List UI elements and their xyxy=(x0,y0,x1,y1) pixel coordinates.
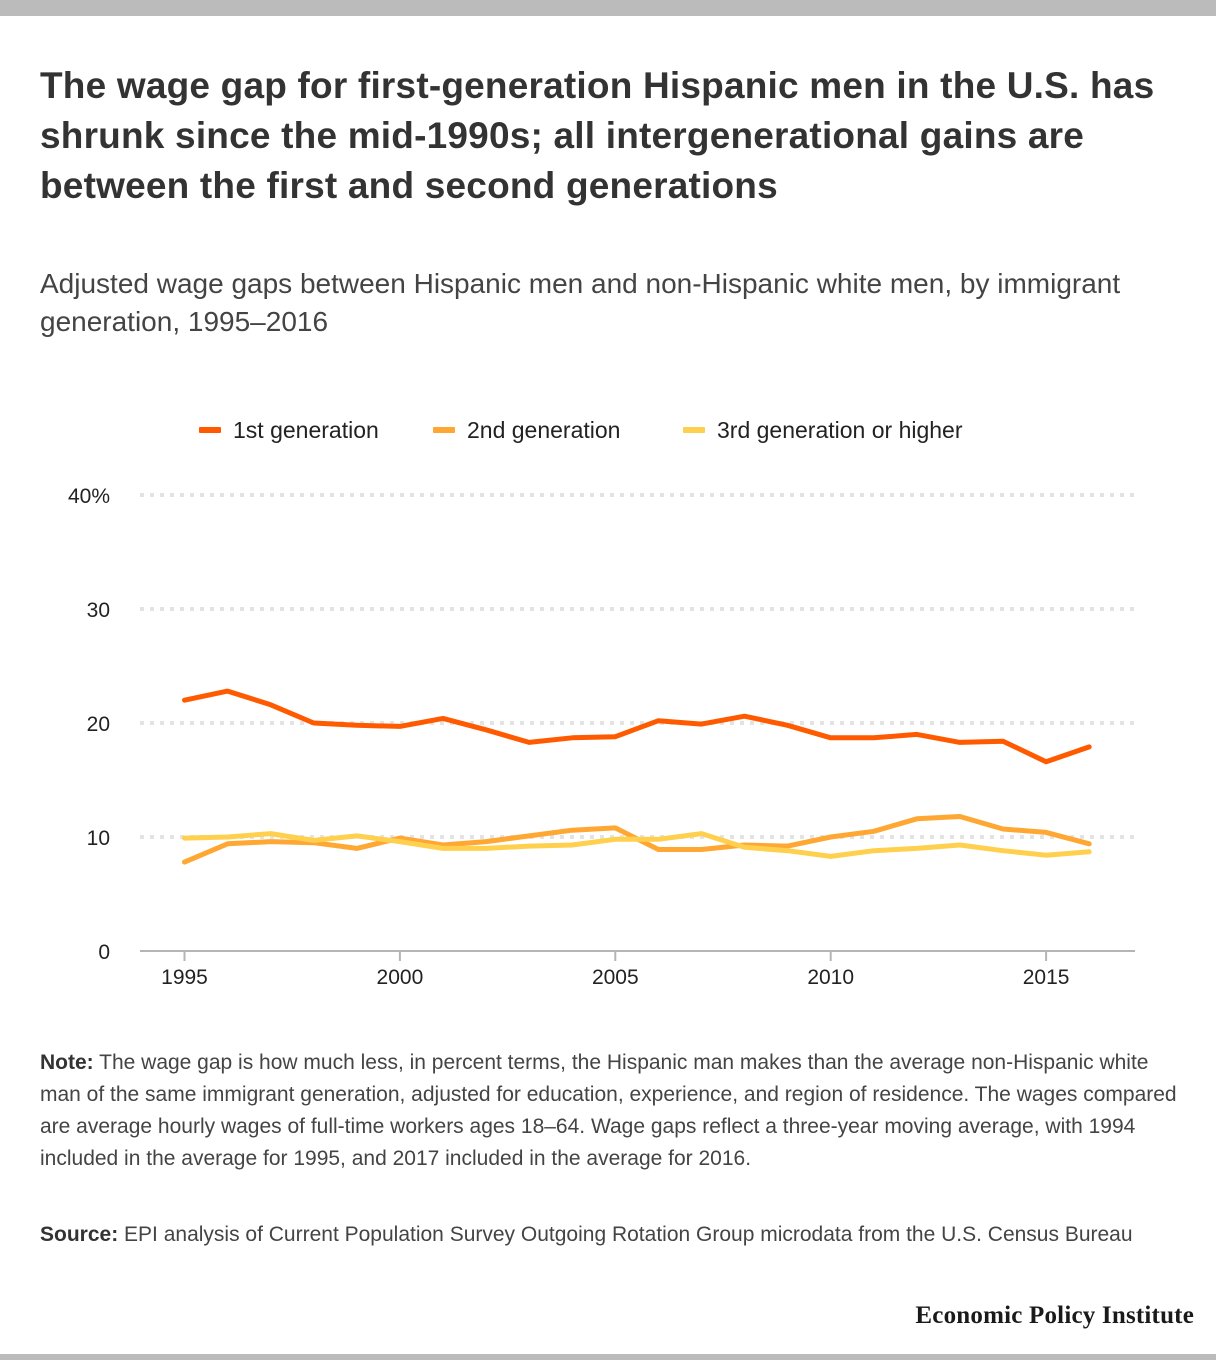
top-border-bar xyxy=(0,0,1216,16)
legend-swatch-1st-generation xyxy=(199,427,221,433)
chart-title: The wage gap for first-generation Hispan… xyxy=(40,65,1155,206)
x-tick-label: 1995 xyxy=(161,966,208,989)
x-tick-label: 2010 xyxy=(807,966,854,989)
series-line-1st-generation xyxy=(182,688,1092,765)
note-label: Note: xyxy=(40,1051,94,1074)
legend-item-3rd-generation[interactable]: 3rd generation or higher xyxy=(683,414,963,446)
line-chart: 0 10 20 30 40% 1995 2000 2005 2010 2015 xyxy=(68,485,1135,989)
series-lines xyxy=(182,688,1092,865)
axes: 0 10 20 30 40% 1995 2000 2005 2010 2015 xyxy=(68,485,1135,989)
gridlines xyxy=(140,493,1135,839)
y-tick-label: 20 xyxy=(87,713,110,736)
y-tick-label: 30 xyxy=(87,599,110,622)
x-tick-label: 2015 xyxy=(1023,966,1070,989)
legend-swatch-2nd-generation xyxy=(433,427,455,433)
legend-label: 2nd generation xyxy=(467,416,621,443)
legend-item-2nd-generation[interactable]: 2nd generation xyxy=(433,414,620,446)
note-text: The wage gap is how much less, in percen… xyxy=(40,1051,1177,1170)
legend-label: 1st generation xyxy=(233,416,379,443)
y-tick-label: 0 xyxy=(98,941,110,964)
legend: 1st generation 2nd generation 3rd genera… xyxy=(0,414,1216,446)
y-tick-label: 10 xyxy=(87,827,110,850)
bottom-border-bar xyxy=(0,1354,1216,1360)
legend-item-1st-generation[interactable]: 1st generation xyxy=(199,414,379,446)
x-tick-label: 2005 xyxy=(592,966,639,989)
legend-label: 3rd generation or higher xyxy=(717,416,963,443)
x-tick-label: 2000 xyxy=(377,966,424,989)
source-text: EPI analysis of Current Population Surve… xyxy=(118,1223,1133,1246)
chart-subtitle: Adjusted wage gaps between Hispanic men … xyxy=(40,268,1121,337)
source-label: Source: xyxy=(40,1223,119,1246)
legend-swatch-3rd-generation xyxy=(683,427,705,433)
y-tick-label: 40% xyxy=(68,485,110,508)
chart-note: Note: The wage gap is how much less, in … xyxy=(40,1047,1190,1175)
chart-source: Source: EPI analysis of Current Populati… xyxy=(40,1219,1190,1251)
brand-logo: Economic Policy Institute xyxy=(915,1302,1194,1329)
series-line-3rd-generation-or-higher xyxy=(182,831,1092,859)
